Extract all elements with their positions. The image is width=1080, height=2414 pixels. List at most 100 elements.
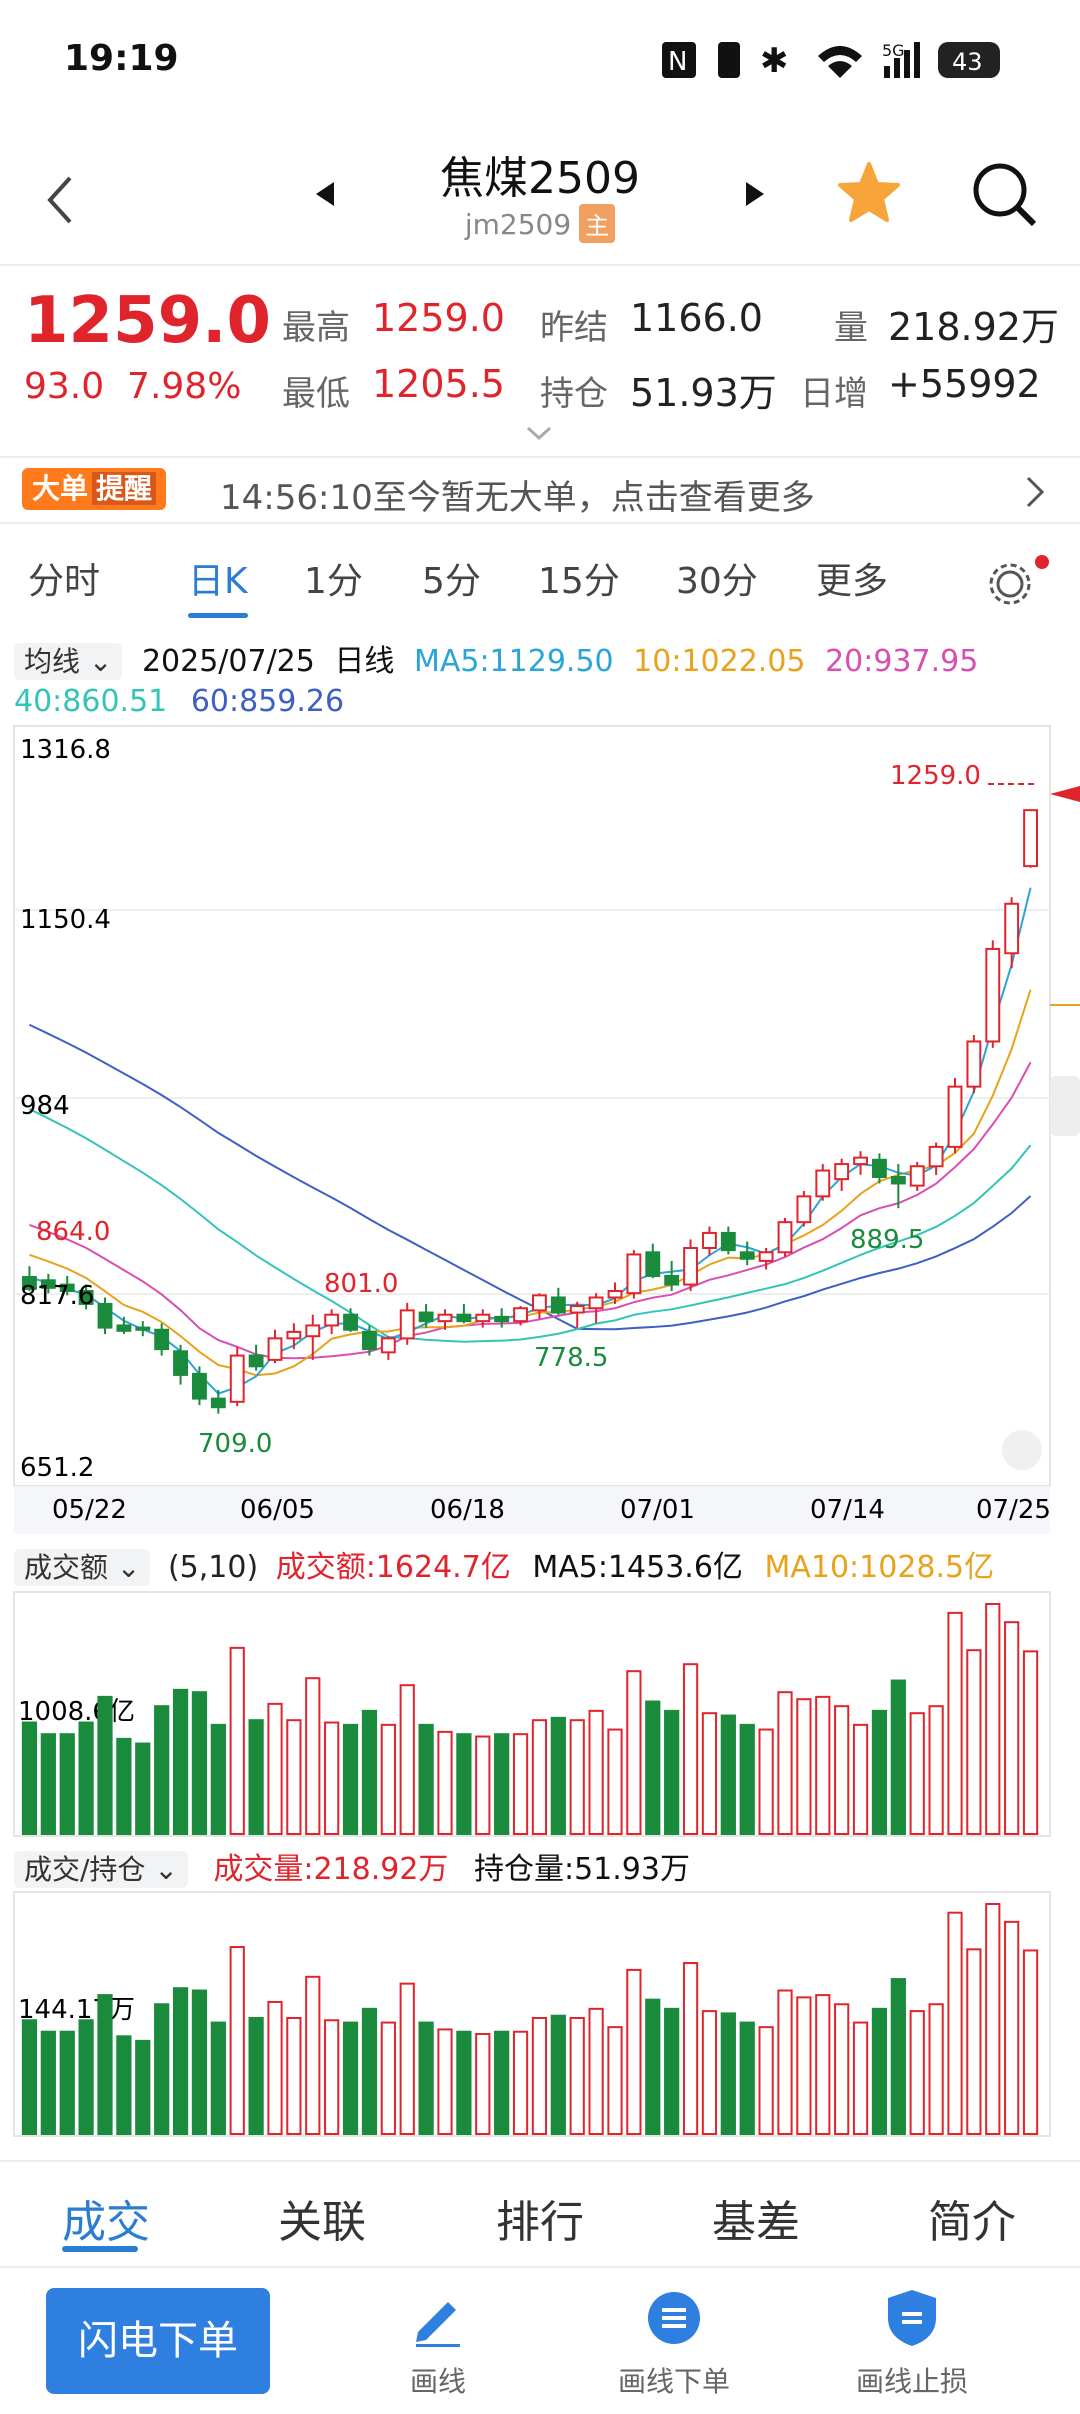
volume-bar xyxy=(210,1723,226,1835)
candle xyxy=(909,1165,925,1187)
oi-label: 持仓 xyxy=(540,374,608,414)
next-contract-icon[interactable] xyxy=(740,176,770,212)
candle xyxy=(456,1313,472,1323)
volume-oi-selector[interactable]: 成交/持仓 ⌄ xyxy=(14,1851,188,1888)
draw-label[interactable]: 画线 xyxy=(409,2365,466,2398)
volume-oi-chart[interactable]: 144.17万 xyxy=(0,1890,1080,2140)
kline-chart[interactable]: 1316.8 1150.4 984 817.6 651.2 1259.0 864… xyxy=(0,724,1080,1534)
turnover-params: (5,10) xyxy=(167,1550,259,1585)
volume-bar xyxy=(569,1719,585,1835)
volume-bar xyxy=(626,1968,642,2135)
back-icon[interactable] xyxy=(40,170,80,230)
volume-bar xyxy=(59,1733,75,1835)
ma5-line xyxy=(29,887,1032,1395)
volume-bar xyxy=(1022,1650,1039,1835)
tab-related[interactable]: 关联 xyxy=(278,2197,366,2248)
tab-trades-underline xyxy=(62,2246,138,2252)
candle xyxy=(286,1330,302,1340)
ma60-line xyxy=(29,1023,1032,1331)
tab-ranking[interactable]: 排行 xyxy=(496,2197,584,2248)
candle xyxy=(343,1313,358,1331)
candle xyxy=(550,1296,566,1314)
draw-order-icon[interactable] xyxy=(644,2288,704,2348)
volume-bar xyxy=(834,2003,850,2136)
volume-bar xyxy=(701,2010,718,2135)
tab-15min[interactable]: 15分 xyxy=(538,561,620,602)
volume-bar xyxy=(966,1948,982,2135)
volume-oi-legend: 成交/持仓 ⌄ 成交量:218.92万 持仓量:51.93万 xyxy=(14,1844,1074,1888)
axis-date-3: 06/18 xyxy=(430,1495,505,1525)
prev-contract-icon[interactable] xyxy=(310,176,340,212)
draw-stop-shield-icon[interactable] xyxy=(882,2286,942,2350)
volume-bar xyxy=(871,1709,888,1835)
candle xyxy=(210,1397,226,1409)
tab-30min[interactable]: 30分 xyxy=(676,561,758,602)
footer-bar: 闪电下单 画线 画线下单 画线止损 xyxy=(0,2266,1080,2414)
tab-timeshare[interactable]: 分时 xyxy=(28,561,101,602)
volume-bar xyxy=(796,1698,812,1835)
volume-bar xyxy=(172,1987,189,2135)
tab-1min[interactable]: 1分 xyxy=(304,561,363,602)
expand-chevron-icon[interactable] xyxy=(524,424,554,444)
candle xyxy=(437,1313,453,1323)
ma-selector[interactable]: 均线 ⌄ xyxy=(14,643,123,680)
big-order-notice[interactable]: 大单 提醒 14:56:10至今暂无大单，点击查看更多 xyxy=(0,456,1080,524)
ma-legend-row2: 40:860.51 60:859.26 xyxy=(14,684,344,719)
candle xyxy=(229,1354,245,1403)
volume-bar xyxy=(928,2003,944,2136)
oi-amount: 持仓量:51.93万 xyxy=(473,1852,690,1887)
settings-gear-icon[interactable] xyxy=(984,552,1054,608)
svg-text:N: N xyxy=(668,47,687,77)
turnover-chart[interactable]: 1008.6亿 xyxy=(0,1590,1080,1840)
candle xyxy=(248,1354,264,1368)
draw-order-label[interactable]: 画线下单 xyxy=(617,2365,730,2398)
volume-bar xyxy=(361,2007,378,2135)
annotation-864: 864.0 xyxy=(36,1217,110,1247)
ma10-line xyxy=(29,989,1032,1377)
contract-title: 焦煤2509 xyxy=(440,153,640,204)
candle xyxy=(135,1326,151,1331)
star-icon[interactable] xyxy=(836,160,902,226)
volume-bar xyxy=(418,1723,434,1835)
draw-pen-icon[interactable] xyxy=(408,2288,468,2348)
status-bar: 19:19 N ✱ 5G 43 xyxy=(0,0,1080,120)
search-icon[interactable] xyxy=(970,160,1040,230)
candles xyxy=(22,809,1038,1414)
volume-bar xyxy=(947,1611,963,1835)
main-contract-tag: 主 xyxy=(579,204,616,243)
turnover-selector[interactable]: 成交额 ⌄ xyxy=(14,1549,151,1586)
candle xyxy=(626,1253,642,1295)
candle xyxy=(78,1290,94,1305)
tab-more[interactable]: 更多 xyxy=(816,561,889,602)
chart-fullscreen-icon xyxy=(1002,1430,1042,1470)
volume-bar xyxy=(97,1695,113,1835)
battery-level: 43 xyxy=(952,48,983,76)
volume-label: 量 xyxy=(834,308,868,348)
volume-bar xyxy=(531,1719,548,1835)
tab-intro[interactable]: 简介 xyxy=(928,2197,1016,2248)
tab-trades[interactable]: 成交 xyxy=(62,2197,150,2248)
tab-5min[interactable]: 5分 xyxy=(422,561,481,602)
low-value: 1205.5 xyxy=(372,362,505,406)
draw-stop-label[interactable]: 画线止损 xyxy=(855,2365,968,2398)
flash-order-button[interactable]: 闪电下单 xyxy=(46,2288,270,2394)
ma40-value: 40:860.51 xyxy=(14,684,168,719)
candle xyxy=(362,1330,377,1351)
tab-basis[interactable]: 基差 xyxy=(712,2197,800,2248)
volume-bar xyxy=(286,2016,302,2135)
turnover-ma5: MA5:1453.6亿 xyxy=(532,1550,743,1585)
candle xyxy=(494,1315,510,1323)
volume-bar xyxy=(777,1691,793,1835)
candle xyxy=(872,1158,887,1178)
tab-daily-k[interactable]: 日K xyxy=(188,552,248,618)
chevron-right-icon[interactable] xyxy=(1020,472,1050,512)
period-tabs: 分时 日K 1分 5分 15分 30分 更多 xyxy=(0,540,1080,618)
candle xyxy=(192,1372,207,1400)
volume-bar xyxy=(1022,1949,1039,2135)
volume-axis-label: 144.17万 xyxy=(18,1995,135,2025)
volume-bar xyxy=(909,1712,925,1835)
volume-bar xyxy=(78,1721,94,1836)
volume-bar xyxy=(475,2033,491,2136)
volume-bar xyxy=(1004,1621,1020,1836)
oi-value: 51.93万 xyxy=(630,371,777,415)
